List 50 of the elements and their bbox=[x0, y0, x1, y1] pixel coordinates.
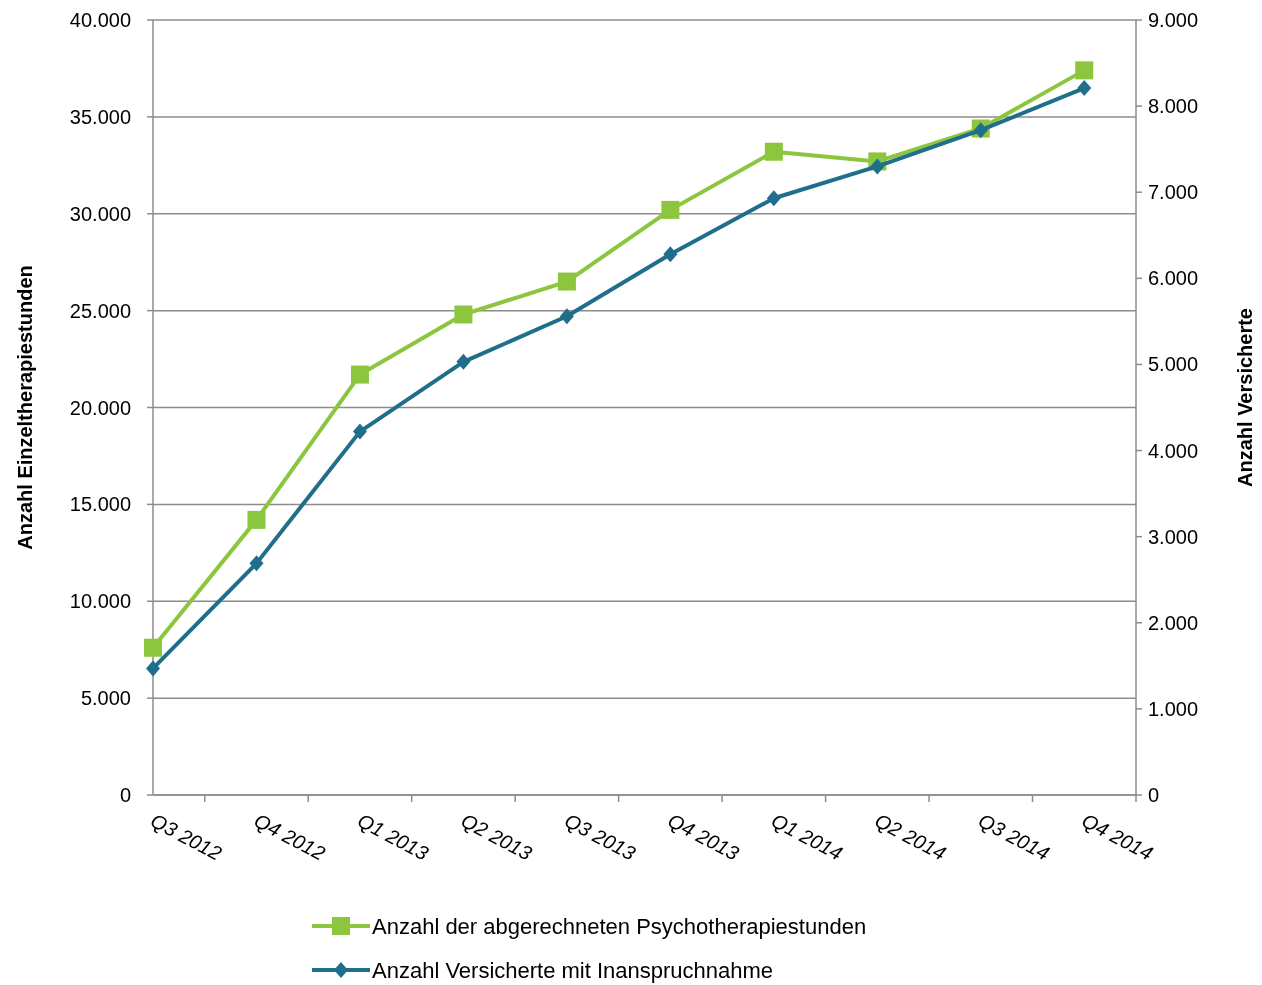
x-tick-label: Q3 2013 bbox=[561, 809, 640, 865]
x-tick-label: Q3 2012 bbox=[147, 809, 226, 865]
point bbox=[249, 555, 264, 572]
point bbox=[144, 638, 162, 657]
y-tick-label: 10.000 bbox=[69, 590, 131, 613]
x-tick-label: Q2 2014 bbox=[871, 809, 950, 865]
y-tick-label: 15.000 bbox=[69, 493, 131, 516]
point bbox=[557, 272, 576, 291]
x-tick-label: Q1 2014 bbox=[767, 809, 847, 865]
point bbox=[661, 200, 680, 219]
y-tick-label: 0 bbox=[119, 784, 131, 806]
legend-label: Anzahl Versicherte mit Inanspruchnahme bbox=[372, 957, 774, 983]
y-tick-label: 5.000 bbox=[80, 687, 131, 710]
y-axis-title: Anzahl Einzeltherapiestunden bbox=[14, 265, 36, 550]
point bbox=[764, 142, 783, 161]
y-tick-label: 20.000 bbox=[69, 396, 131, 419]
y2-axis-title: Anzahl Versicherte bbox=[1234, 308, 1256, 487]
x-tick-label: Q3 2014 bbox=[974, 809, 1053, 865]
x-tick-label: Q1 2013 bbox=[354, 809, 433, 865]
point bbox=[559, 308, 574, 325]
point bbox=[870, 158, 885, 175]
y-tick-label: 30.000 bbox=[69, 202, 131, 225]
point bbox=[1075, 61, 1094, 80]
point bbox=[454, 305, 473, 324]
y2-tick-label: 0 bbox=[1148, 784, 1160, 806]
point bbox=[663, 246, 678, 263]
point bbox=[350, 365, 369, 384]
y2-tick-label: 6.000 bbox=[1148, 267, 1199, 290]
y2-tick-label: 8.000 bbox=[1148, 95, 1199, 118]
x-tick-label: Q4 2012 bbox=[250, 809, 329, 865]
point bbox=[352, 423, 367, 440]
y-tick-label: 40.000 bbox=[69, 9, 131, 31]
y-tick-label: 25.000 bbox=[69, 299, 131, 322]
y2-tick-label: 3.000 bbox=[1148, 525, 1199, 548]
x-tick-label: Q4 2013 bbox=[664, 809, 743, 865]
y2-tick-label: 7.000 bbox=[1148, 181, 1199, 204]
point bbox=[766, 190, 781, 207]
legend-label: Anzahl der abgerechneten Psychotherapiestunden bbox=[372, 913, 867, 939]
point bbox=[1077, 80, 1092, 97]
point bbox=[456, 353, 471, 370]
y-tick-label: 35.000 bbox=[69, 105, 131, 128]
x-tick-label: Q4 2014 bbox=[1078, 809, 1157, 865]
y2-tick-label: 5.000 bbox=[1148, 353, 1199, 376]
x-tick-label: Q2 2013 bbox=[457, 809, 536, 865]
y2-tick-label: 1.000 bbox=[1148, 697, 1199, 720]
y2-tick-label: 9.000 bbox=[1148, 9, 1199, 31]
point bbox=[247, 510, 266, 529]
y2-tick-label: 2.000 bbox=[1148, 611, 1199, 634]
y2-tick-label: 4.000 bbox=[1148, 439, 1199, 462]
point bbox=[146, 660, 160, 677]
